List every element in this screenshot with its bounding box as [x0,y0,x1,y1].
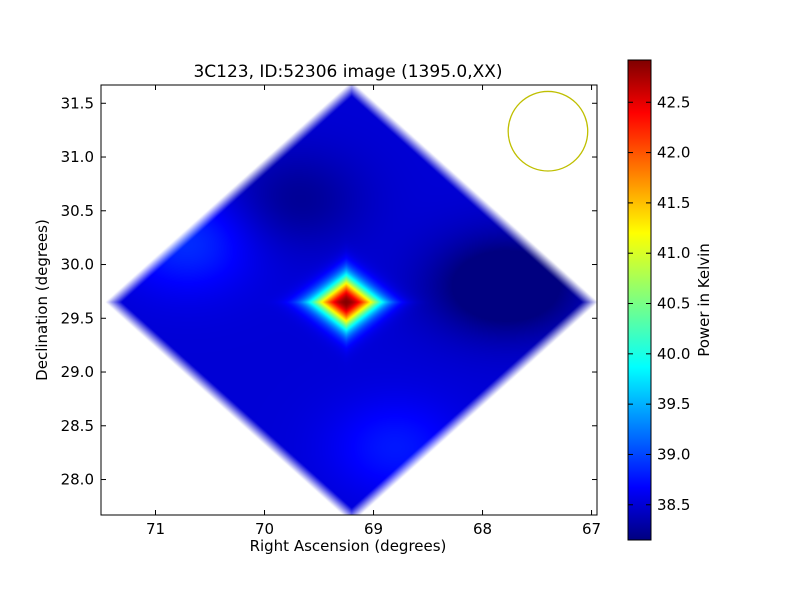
y-tick-label: 30.5 [61,202,94,220]
x-tick-label: 70 [255,520,274,538]
colorbar-tick-label: 39.0 [657,445,690,463]
y-tick-label: 29.0 [61,363,94,381]
colorbar [627,59,652,541]
y-tick-label: 29.5 [61,309,94,327]
colorbar-tick-label: 40.5 [657,295,690,313]
x-tick-label: 71 [146,520,165,538]
colorbar-axis: 38.5 39.0 39.5 40.0 40.5 41.0 41.5 42.0 42.5 [628,93,690,514]
x-tick-label: 69 [364,520,383,538]
colorbar-tick-label: 42.0 [657,144,690,162]
y-tick-label: 31.5 [61,94,94,112]
y-tick-label: 28.0 [61,471,94,489]
y-axis: 28.0 28.5 29.0 29.5 30.0 30.5 31.0 31.5 [61,94,597,489]
colorbar-tick-label: 42.5 [657,93,690,111]
x-axis-label: Right Ascension (degrees) [250,537,447,555]
plot-frame [100,84,598,516]
colorbar-label: Power in Kelvin [695,243,713,357]
y-axis-label: Declination (degrees) [33,219,51,381]
y-tick-label: 28.5 [61,417,94,435]
beam-circle [507,90,589,172]
y-tick-label: 30.0 [61,256,94,274]
x-tick-label: 68 [473,520,492,538]
heatmap-image [101,85,597,515]
x-axis: 71 70 69 68 67 [146,85,601,538]
chart-title: 3C123, ID:52306 image (1395.0,XX) [193,62,502,82]
x-tick-label: 67 [582,520,601,538]
colorbar-tick-label: 41.5 [657,194,690,212]
colorbar-tick-label: 40.0 [657,345,690,363]
colorbar-tick-label: 41.0 [657,244,690,262]
colorbar-tick-label: 38.5 [657,496,690,514]
y-tick-label: 31.0 [61,148,94,166]
colorbar-tick-label: 39.5 [657,395,690,413]
